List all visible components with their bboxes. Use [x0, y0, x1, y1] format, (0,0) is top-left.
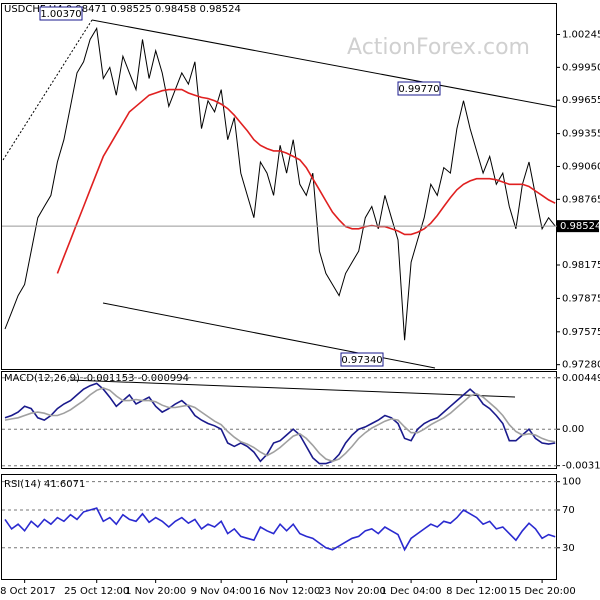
y-tick-label: 0.00: [562, 424, 584, 435]
y-tick-label: 0.99060: [562, 161, 600, 172]
x-tick-label: 8 Dec 12:00: [446, 586, 507, 597]
annotation: 1.00370: [40, 9, 81, 20]
y-tick-label: 0.97575: [562, 327, 600, 338]
y-tick-label: 100: [562, 477, 581, 488]
x-tick-label: 16 Nov 12:00: [253, 586, 320, 597]
y-tick-label: 0.97280: [562, 360, 600, 371]
y-tick-label: 0.98175: [562, 260, 600, 271]
series-line: [4, 382, 556, 465]
y-tick-label: 0.99655: [562, 95, 600, 106]
series-line: [4, 507, 556, 552]
last-price-tag: [557, 220, 599, 233]
annotation-box: [39, 6, 83, 21]
rsi-title: RSI(14) 41.6071: [4, 479, 85, 490]
y-tick-label: 70: [562, 505, 575, 516]
y-tick-label: 1.00245: [562, 30, 600, 41]
series-line: [4, 387, 556, 463]
annotation-box: [397, 81, 441, 96]
last-price-label: 0.98524: [560, 221, 600, 232]
watermark: ActionForex.com: [347, 35, 530, 60]
rsi-panel: [1, 474, 557, 580]
x-tick-label: 1 Dec 04:00: [381, 586, 442, 597]
macd-trend-line: [69, 379, 516, 398]
y-tick-label: 0.98765: [562, 194, 600, 205]
x-tick-label: 15 Dec 20:00: [508, 586, 575, 597]
annotation-box: [340, 352, 384, 367]
macd-title: MACD(12,26,9) -0.001153 -0.000994: [4, 373, 189, 384]
series-line: [4, 26, 556, 341]
x-tick-label: 25 Oct 12:00: [64, 586, 129, 597]
price-panel: [1, 3, 557, 370]
x-tick-label: 9 Nov 04:00: [191, 586, 252, 597]
x-tick-label: 23 Nov 20:00: [318, 586, 385, 597]
price-title: USDCHF,H4 0.98471 0.98525 0.98458 0.9852…: [4, 4, 241, 15]
annotation: 0.99770: [398, 84, 439, 95]
x-tick-label: 18 Oct 2017: [0, 586, 56, 597]
annotation: 0.97340: [341, 355, 382, 366]
y-tick-label: 0.97875: [562, 293, 600, 304]
series-line: [56, 88, 556, 274]
channel-top: [91, 19, 557, 108]
y-tick-label: 0.99355: [562, 129, 600, 140]
y-tick-label: 30: [562, 543, 575, 554]
y-tick-label: -0.003186: [562, 461, 600, 472]
macd-panel: [1, 371, 557, 469]
y-tick-label: 0.99950: [562, 62, 600, 73]
y-tick-label: 0.004493: [562, 373, 600, 384]
x-tick-label: 1 Nov 20:00: [125, 586, 186, 597]
